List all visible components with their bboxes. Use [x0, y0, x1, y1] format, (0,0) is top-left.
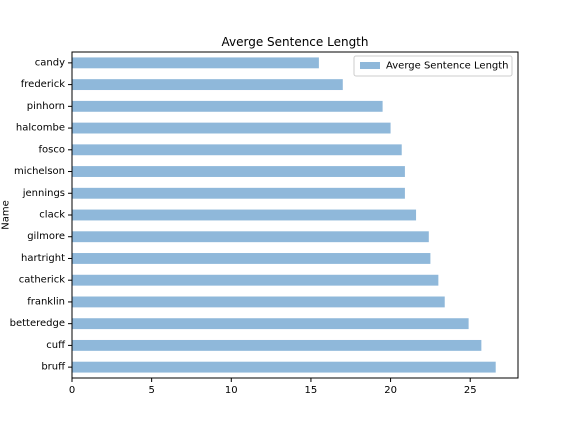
y-tick-label: catherick [19, 275, 65, 286]
y-tick-label: candy [35, 57, 65, 68]
bar-clack [72, 209, 417, 221]
x-tick-label: 10 [225, 385, 238, 396]
y-tick-label: betteredge [10, 318, 65, 329]
y-tick-label: fosco [39, 144, 65, 155]
legend: Averge Sentence Length [353, 55, 513, 77]
x-tick-label: 20 [384, 385, 397, 396]
bar-gilmore [72, 231, 429, 243]
bar-michelson [72, 166, 405, 177]
y-tick-label: frederick [21, 79, 65, 90]
y-tick-label: pinhorn [27, 101, 65, 112]
y-axis-ticks: bruff cuff betteredge franklin catherick hart… [10, 57, 72, 373]
y-tick-label: gilmore [27, 231, 65, 242]
x-tick-label: 15 [305, 385, 318, 396]
bars-group [72, 57, 496, 373]
bar-franklin [72, 296, 445, 308]
bar-bruff [72, 361, 496, 373]
legend-swatch [360, 62, 380, 69]
y-tick-label: clack [39, 210, 65, 221]
bar-halcombe [72, 122, 391, 134]
bar-jennings [72, 187, 405, 199]
y-tick-label: jennings [22, 188, 65, 199]
bar-hartright [72, 253, 431, 264]
y-tick-label: hartright [21, 253, 65, 264]
bar-betteredge [72, 318, 469, 330]
bar-candy [72, 57, 319, 69]
y-tick-label: halcombe [16, 123, 65, 134]
bar-cuff [72, 339, 482, 351]
x-tick-label: 25 [464, 385, 477, 396]
y-axis-label: Name [1, 200, 12, 230]
y-tick-label: bruff [41, 362, 66, 373]
y-tick-label: michelson [14, 166, 65, 177]
plot-frame [71, 51, 519, 379]
bar-pinhorn [72, 100, 383, 112]
chart-title: Averge Sentence Length [221, 35, 368, 49]
x-tick-label: 5 [148, 385, 154, 396]
x-tick-label: 0 [69, 385, 75, 396]
y-tick-label: franklin [27, 296, 65, 307]
bar-fosco [72, 144, 402, 156]
y-tick-label: cuff [46, 340, 66, 351]
x-axis-ticks: 0 5 10 15 20 25 [69, 378, 477, 396]
bar-catherick [72, 274, 439, 286]
bar-frederick [72, 79, 343, 91]
legend-box [353, 55, 513, 77]
legend-label: Averge Sentence Length [386, 61, 509, 72]
